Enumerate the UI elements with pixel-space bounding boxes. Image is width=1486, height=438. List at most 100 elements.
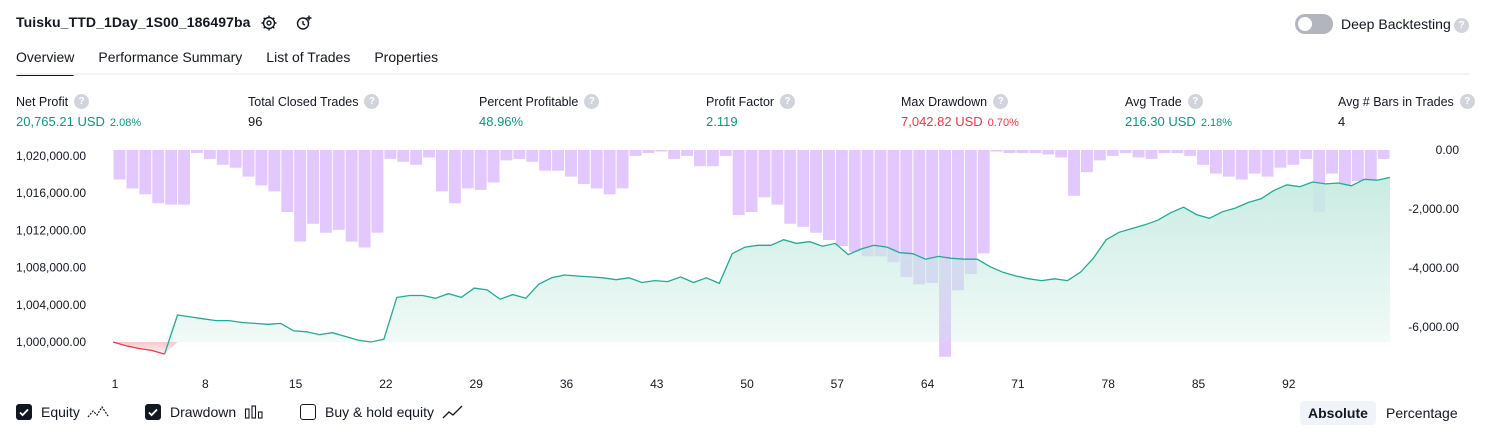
equity-checkbox[interactable] xyxy=(16,404,32,420)
drawdown-bar xyxy=(990,150,1003,152)
drawdown-bar xyxy=(1068,150,1080,196)
buy-hold-checkbox[interactable] xyxy=(300,404,316,420)
equity-drawdown-chart[interactable]: 1,020,000.00 1,016,000.00 1,012,000.00 1,00… xyxy=(0,140,1486,398)
drawdown-bar xyxy=(1261,150,1274,177)
metric-percent: 0.70% xyxy=(987,117,1019,129)
metric-label: Max Drawdown xyxy=(901,94,988,109)
drawdown-bar xyxy=(203,150,216,159)
drawdown-bar xyxy=(1145,150,1158,159)
deep-backtesting-toggle[interactable] xyxy=(1295,14,1333,34)
legend-equity[interactable]: Equity xyxy=(16,404,109,420)
drawdown-bar xyxy=(681,150,693,156)
legend-drawdown[interactable]: Drawdown xyxy=(145,404,264,420)
drawdown-bar xyxy=(913,150,926,285)
drawdown-bar xyxy=(1300,150,1313,159)
drawdown-bar xyxy=(887,150,900,263)
absolute-button[interactable]: Absolute xyxy=(1300,401,1376,425)
x-axis-tick: 78 xyxy=(1102,377,1116,391)
drawdown-bar xyxy=(281,150,294,212)
equity-line-icon xyxy=(87,405,109,418)
metric-max-drawdown: Max Drawdown? 7,042.82 USD 0.70% xyxy=(901,94,1019,129)
equity-axis-tick: 1,016,000.00 xyxy=(16,186,86,200)
equity-axis-tick: 1,012,000.00 xyxy=(16,223,86,237)
drawdown-bar xyxy=(642,150,655,153)
tab-overview[interactable]: Overview xyxy=(16,49,86,76)
drawdown-bar xyxy=(448,150,461,204)
info-icon[interactable]: ? xyxy=(584,94,600,109)
x-axis-tick: 64 xyxy=(921,377,935,391)
tab-properties[interactable]: Properties xyxy=(374,49,439,65)
drawdown-bar xyxy=(526,150,539,162)
drawdown-bar xyxy=(294,150,307,242)
drawdown-bar xyxy=(1171,150,1184,153)
tab-performance-summary[interactable]: Performance Summary xyxy=(98,49,243,65)
x-axis-tick: 43 xyxy=(650,377,664,391)
metric-net-profit: Net Profit? 20,765.21 USD 2.08% xyxy=(16,94,141,129)
drawdown-bar xyxy=(848,150,861,252)
drawdown-axis-tick: -6,000.00 xyxy=(1408,320,1459,334)
metric-label: Net Profit xyxy=(16,94,69,109)
drawdown-checkbox[interactable] xyxy=(145,404,161,420)
info-icon[interactable]: ? xyxy=(993,94,1009,109)
drawdown-bar xyxy=(1339,150,1351,186)
drawdown-bar xyxy=(126,150,139,189)
drawdown-bar xyxy=(1351,150,1364,181)
drawdown-axis-tick: -2,000.00 xyxy=(1408,202,1459,216)
drawdown-bar xyxy=(1326,150,1338,174)
drawdown-bar xyxy=(719,150,732,156)
percentage-button[interactable]: Percentage xyxy=(1386,405,1458,421)
deep-backtesting-label: Deep Backtesting xyxy=(1341,16,1451,32)
metric-label: Avg Trade xyxy=(1125,94,1182,109)
drawdown-bar xyxy=(345,150,358,242)
drawdown-bar xyxy=(939,150,951,357)
metric-percent-profitable: Percent Profitable? 48.96% xyxy=(479,94,600,129)
x-axis-tick: 1 xyxy=(112,377,119,391)
drawdown-bar xyxy=(1132,150,1145,158)
drawdown-bar xyxy=(1029,150,1042,153)
equity-line-negative xyxy=(112,341,165,355)
info-icon[interactable]: ? xyxy=(74,94,90,109)
drawdown-bar xyxy=(900,150,913,277)
settings-gear-icon[interactable] xyxy=(259,13,279,33)
drawdown-bar xyxy=(1055,150,1068,158)
equity-axis-tick: 1,000,000.00 xyxy=(16,335,86,349)
info-icon[interactable]: ? xyxy=(780,94,796,109)
metric-avg-bars-in-trades: Avg # Bars in Trades? 4 xyxy=(1338,94,1475,129)
metric-label: Avg # Bars in Trades xyxy=(1338,94,1454,109)
drawdown-bar xyxy=(745,150,758,212)
drawdown-axis-tick: 0.00 xyxy=(1436,143,1460,157)
legend-label: Drawdown xyxy=(170,404,237,420)
add-alert-icon[interactable] xyxy=(294,13,314,33)
drawdown-bar xyxy=(178,150,190,205)
drawdown-axis-tick: -4,000.00 xyxy=(1408,261,1459,275)
drawdown-bar xyxy=(771,150,784,205)
x-axis-tick: 15 xyxy=(289,377,303,391)
drawdown-bar xyxy=(926,150,939,283)
tab-list-of-trades[interactable]: List of Trades xyxy=(266,49,351,65)
drawdown-bar xyxy=(668,150,681,159)
equity-negative-area xyxy=(113,342,178,355)
metric-profit-factor: Profit Factor? 2.119 xyxy=(706,94,796,129)
drawdown-bar xyxy=(268,150,281,192)
drawdown-bar xyxy=(1287,150,1300,165)
legend-buy-hold-equity[interactable]: Buy & hold equity xyxy=(300,404,464,420)
info-icon[interactable]: ? xyxy=(364,94,380,109)
info-icon[interactable]: ? xyxy=(1187,94,1203,109)
drawdown-bar xyxy=(706,150,719,167)
legend-label: Buy & hold equity xyxy=(325,404,434,420)
x-axis-tick: 29 xyxy=(470,377,484,391)
drawdown-bar xyxy=(784,150,797,224)
drawdown-bar xyxy=(797,150,810,227)
metric-percent: 2.08% xyxy=(109,117,142,129)
drawdown-bar xyxy=(139,150,152,195)
info-icon[interactable]: ? xyxy=(1459,94,1475,109)
drawdown-bar xyxy=(1235,150,1248,180)
drawdown-bar xyxy=(384,150,397,159)
drawdown-bar xyxy=(1377,150,1390,159)
x-axis-tick: 92 xyxy=(1282,377,1296,391)
metric-value: 2.119 xyxy=(706,114,738,129)
strategy-title: Tuisku_TTD_1Day_1S00_186497ba xyxy=(16,14,251,30)
deep-backtesting-help-icon[interactable]: ? xyxy=(1454,18,1469,33)
metric-percent: 2.18% xyxy=(1200,117,1233,129)
equity-axis-tick: 1,008,000.00 xyxy=(16,261,86,275)
